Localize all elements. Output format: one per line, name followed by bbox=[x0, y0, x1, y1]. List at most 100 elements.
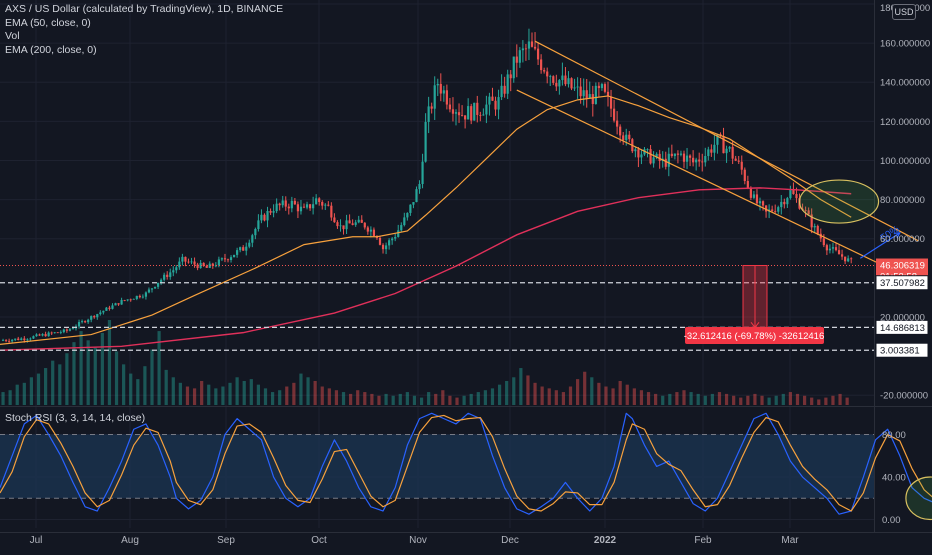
candle-body bbox=[120, 300, 123, 305]
candle-body bbox=[755, 194, 759, 204]
candle-body bbox=[71, 328, 75, 330]
candle-body bbox=[229, 257, 233, 261]
stoch-rsi-panel bbox=[0, 412, 932, 521]
volume-bar bbox=[824, 397, 828, 405]
candle-body bbox=[114, 303, 117, 306]
candle-body bbox=[263, 214, 266, 221]
volume-bar bbox=[107, 320, 112, 405]
volume-bar bbox=[285, 386, 289, 405]
candle-body bbox=[305, 204, 309, 208]
candle-body bbox=[190, 261, 193, 263]
candle-body bbox=[737, 160, 740, 162]
candle-body bbox=[734, 158, 737, 161]
volume-bar bbox=[845, 397, 849, 405]
candle-body bbox=[515, 56, 518, 63]
volume-bar bbox=[505, 380, 509, 405]
time-tick-label: 2022 bbox=[594, 535, 617, 546]
candle-body bbox=[11, 339, 14, 342]
candle-body bbox=[369, 229, 372, 232]
candle-body bbox=[123, 300, 126, 301]
volume-bar bbox=[207, 384, 211, 405]
candle-body bbox=[433, 85, 436, 109]
candle-body bbox=[166, 274, 169, 277]
candle-body bbox=[764, 205, 768, 212]
candle-body bbox=[406, 212, 409, 218]
price-tick-label: 100.000000 bbox=[880, 156, 930, 167]
candle-body bbox=[743, 169, 746, 182]
volume-bar bbox=[114, 351, 119, 405]
candle-body bbox=[460, 115, 464, 117]
candle-body bbox=[351, 223, 354, 225]
volume-bar bbox=[448, 395, 452, 405]
candle-body bbox=[384, 245, 388, 250]
volume-bar bbox=[455, 397, 459, 405]
last-price-value: 46.306319 bbox=[880, 261, 925, 272]
candle-body bbox=[403, 217, 406, 226]
candle-body bbox=[850, 258, 853, 260]
candle-body bbox=[692, 157, 695, 163]
candle-body bbox=[23, 338, 26, 341]
volume-bar bbox=[476, 392, 480, 405]
candle-body bbox=[786, 198, 789, 205]
candle-body bbox=[400, 225, 403, 231]
candle-body bbox=[50, 332, 53, 334]
volume-bar bbox=[795, 393, 800, 405]
stoch-rsi-legend[interactable]: Stoch RSI (3, 3, 14, 14, close) bbox=[5, 412, 146, 424]
candle-body bbox=[169, 272, 172, 277]
candle-body bbox=[153, 286, 157, 289]
candle-body bbox=[640, 154, 643, 158]
candle-body bbox=[360, 219, 363, 223]
candle-body bbox=[533, 46, 537, 49]
channel-lower-line bbox=[516, 89, 898, 273]
candle-body bbox=[59, 332, 62, 333]
candle-body bbox=[619, 126, 622, 136]
volume-bar bbox=[235, 377, 239, 405]
candle-body bbox=[585, 90, 588, 99]
candle-body bbox=[707, 149, 710, 157]
candle-body bbox=[536, 48, 540, 60]
candle-body bbox=[828, 248, 832, 251]
volume-bar bbox=[292, 382, 296, 405]
candle-body bbox=[68, 329, 72, 331]
legend-ema200[interactable]: EMA (200, close, 0) bbox=[5, 43, 97, 56]
volume-bar bbox=[533, 382, 537, 405]
candle-body bbox=[150, 288, 154, 290]
volume-bar bbox=[497, 384, 502, 405]
level-tag-2 bbox=[875, 319, 929, 335]
currency-button[interactable]: USD bbox=[892, 4, 916, 20]
candle-body bbox=[716, 134, 719, 145]
candle-body bbox=[464, 115, 467, 120]
candle-body bbox=[388, 240, 391, 246]
legend-title[interactable]: AXS / US Dollar (calculated by TradingVi… bbox=[5, 3, 284, 15]
volume-bar bbox=[590, 377, 594, 405]
volume-bar bbox=[313, 380, 317, 405]
price-tick-label: 60.000000 bbox=[880, 234, 925, 245]
volume-bar bbox=[363, 392, 367, 405]
volume-bar bbox=[625, 384, 629, 405]
volume-bar bbox=[136, 379, 140, 405]
candle-body bbox=[41, 334, 44, 336]
candle-body bbox=[193, 261, 196, 265]
legend-volume[interactable]: Vol bbox=[5, 30, 20, 42]
candle-body bbox=[84, 321, 87, 323]
volume-bar bbox=[632, 388, 636, 405]
level-value-3: 3.003381 bbox=[880, 346, 920, 357]
price-tick-label: 20.000000 bbox=[880, 312, 925, 323]
candle-body bbox=[275, 203, 278, 212]
candle-body bbox=[594, 85, 597, 104]
volume-bar bbox=[306, 377, 310, 405]
legend-ema50[interactable]: EMA (50, close, 0) bbox=[5, 16, 91, 29]
candle-body bbox=[616, 120, 619, 127]
volume-bar bbox=[717, 392, 722, 405]
price-tick-label: 80.000000 bbox=[880, 195, 925, 206]
candle-body bbox=[35, 334, 38, 337]
candle-body bbox=[266, 211, 269, 221]
candle-body bbox=[488, 96, 491, 105]
stoch-series-d bbox=[0, 414, 932, 512]
candle-body bbox=[570, 78, 573, 89]
candle-body bbox=[451, 109, 455, 114]
volume-bar bbox=[377, 395, 381, 405]
candle-body bbox=[540, 59, 543, 71]
volume-bar bbox=[739, 397, 743, 405]
